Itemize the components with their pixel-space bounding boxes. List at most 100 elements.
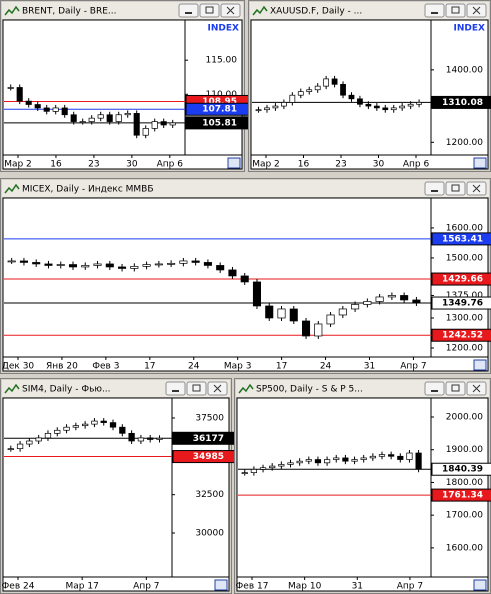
candle <box>16 443 24 450</box>
time-label: Мар 2 <box>252 160 280 170</box>
candle <box>19 260 28 263</box>
window-max-button[interactable] <box>445 381 466 396</box>
candle <box>400 295 409 301</box>
window-min-button[interactable] <box>424 181 445 196</box>
price-label: 36177 <box>193 434 224 444</box>
candle <box>406 452 413 460</box>
window-close-button[interactable] <box>466 381 487 396</box>
price-tag <box>431 272 491 286</box>
candle <box>109 422 117 428</box>
button-face <box>424 381 445 396</box>
window-min-button[interactable] <box>178 3 199 18</box>
candle <box>351 304 360 310</box>
button-glyph <box>472 384 481 393</box>
button-glyph <box>431 12 438 14</box>
price-tag <box>431 488 491 502</box>
price-tag <box>431 232 491 246</box>
candle <box>397 455 404 460</box>
candle <box>100 420 107 423</box>
price-label: 1349.76 <box>442 299 483 309</box>
candle <box>338 308 347 316</box>
candle <box>289 94 296 103</box>
time-label: 23 <box>335 160 346 170</box>
scroll-icon[interactable] <box>227 157 241 169</box>
candle <box>93 263 102 266</box>
price-label: 37500 <box>195 414 224 424</box>
candle <box>124 113 131 116</box>
button-face <box>424 3 445 18</box>
candle <box>167 262 176 265</box>
chart-window: SP500, Daily - S & P 5... 2000.00 1900.00 1… <box>234 378 491 594</box>
button-glyph <box>472 6 481 15</box>
window-min-button[interactable] <box>165 381 186 396</box>
window-icon <box>238 383 254 394</box>
button-glyph <box>213 384 222 393</box>
time-label: Мар 3 <box>224 362 252 372</box>
window-icon <box>4 5 20 16</box>
candle <box>382 107 389 111</box>
window-close-button[interactable] <box>220 3 241 18</box>
window-min-button[interactable] <box>424 3 445 18</box>
time-label: Мар 10 <box>288 582 322 592</box>
window-title: MICEX, Daily - Индекс ММВБ <box>22 185 154 195</box>
window-close-button[interactable] <box>466 181 487 196</box>
time-label: 30 <box>373 160 385 170</box>
candle <box>399 105 406 109</box>
title-bar <box>2 180 489 197</box>
scroll-icon[interactable] <box>473 579 487 591</box>
candle <box>340 83 346 96</box>
window-max-button[interactable] <box>445 3 466 18</box>
candle <box>296 460 303 464</box>
scroll-icon[interactable] <box>473 157 487 169</box>
window-max-button[interactable] <box>186 381 207 396</box>
window-icon <box>252 5 268 16</box>
candle <box>351 459 358 462</box>
price-label: 1242.52 <box>442 331 483 341</box>
candle <box>97 114 104 119</box>
candle <box>156 437 163 440</box>
time-label: Фев 3 <box>92 362 119 372</box>
time-label: 24 <box>188 362 200 372</box>
candle <box>326 314 335 325</box>
time-label: Апр 7 <box>400 362 426 372</box>
price-tag <box>431 296 491 310</box>
window-close-button[interactable] <box>207 381 228 396</box>
candle <box>52 107 59 112</box>
button-glyph <box>451 184 460 192</box>
candle <box>314 323 323 337</box>
price-tag <box>431 462 491 476</box>
candle <box>373 105 380 109</box>
time-label: 23 <box>88 160 99 170</box>
price-label: 1429.66 <box>442 275 483 285</box>
button-glyph <box>431 190 438 192</box>
price-label: 108.95 <box>202 97 237 107</box>
candle <box>272 105 279 109</box>
window-max-button[interactable] <box>199 3 220 18</box>
candle <box>147 437 154 440</box>
candle <box>63 426 70 431</box>
button-face <box>424 181 445 196</box>
candle <box>68 264 78 268</box>
time-label: 31 <box>364 362 375 372</box>
candle <box>306 89 313 92</box>
candle <box>7 260 16 263</box>
scroll-icon[interactable] <box>473 359 487 371</box>
candle <box>191 260 200 263</box>
candle <box>342 457 349 462</box>
button-glyph <box>472 184 481 193</box>
candle <box>333 457 340 460</box>
candle <box>228 269 237 277</box>
button-face <box>178 3 199 18</box>
chart-area <box>2 397 230 592</box>
candle <box>118 266 127 269</box>
scroll-icon[interactable] <box>214 579 228 591</box>
candle <box>82 423 89 427</box>
button-face <box>186 381 207 396</box>
window-max-button[interactable] <box>445 181 466 196</box>
window-min-button[interactable] <box>424 381 445 396</box>
price-label: 1600.00 <box>446 223 483 233</box>
candle <box>264 107 270 111</box>
candle <box>369 455 376 459</box>
window-close-button[interactable] <box>466 3 487 18</box>
time-label: 17 <box>276 362 287 372</box>
